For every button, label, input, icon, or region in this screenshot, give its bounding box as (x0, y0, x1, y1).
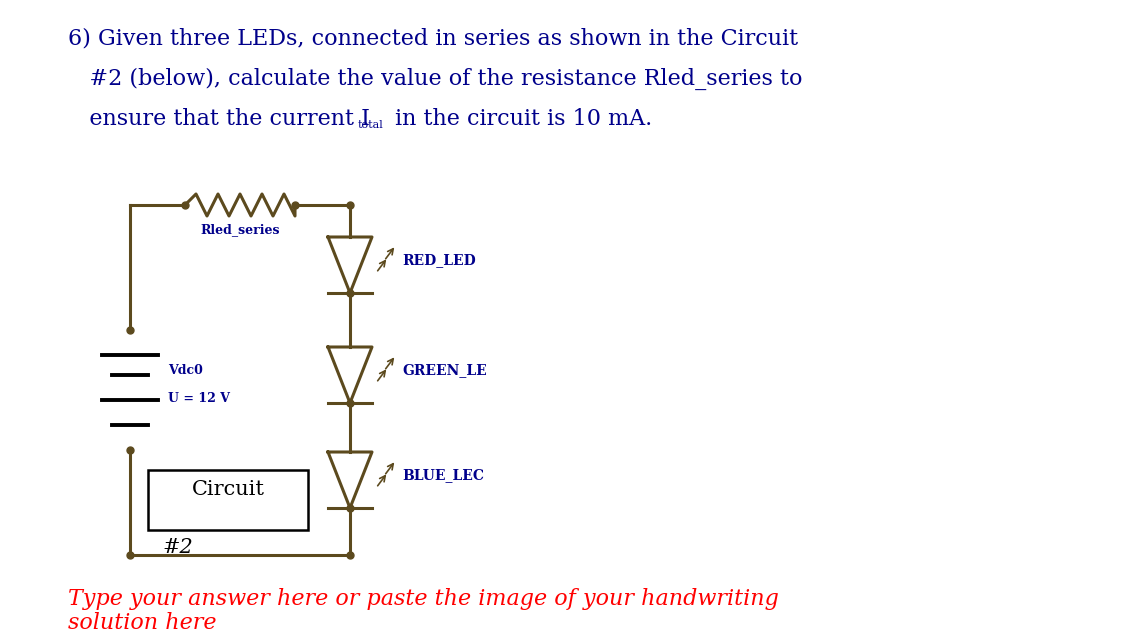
Text: solution here: solution here (68, 612, 216, 634)
Text: in the circuit is 10 mA.: in the circuit is 10 mA. (388, 108, 652, 130)
Text: RED_LED: RED_LED (402, 253, 476, 267)
Text: 6) Given three LEDs, connected in series as shown in the Circuit: 6) Given three LEDs, connected in series… (68, 28, 798, 50)
Text: BLUE_LEC: BLUE_LEC (402, 468, 484, 482)
Text: Vdc0: Vdc0 (168, 364, 202, 376)
FancyBboxPatch shape (148, 470, 308, 530)
Text: U = 12 V: U = 12 V (168, 392, 230, 404)
Text: ensure that the current I: ensure that the current I (68, 108, 370, 130)
Text: GREEN_LE: GREEN_LE (402, 363, 487, 377)
Text: Type your answer here or paste the image of your handwriting: Type your answer here or paste the image… (68, 588, 778, 610)
Text: total: total (358, 120, 384, 130)
Text: #2: #2 (162, 538, 192, 557)
Text: Circuit: Circuit (191, 480, 264, 499)
Text: Rled_series: Rled_series (200, 223, 280, 236)
Text: #2 (below), calculate the value of the resistance Rled_series to: #2 (below), calculate the value of the r… (68, 68, 802, 90)
